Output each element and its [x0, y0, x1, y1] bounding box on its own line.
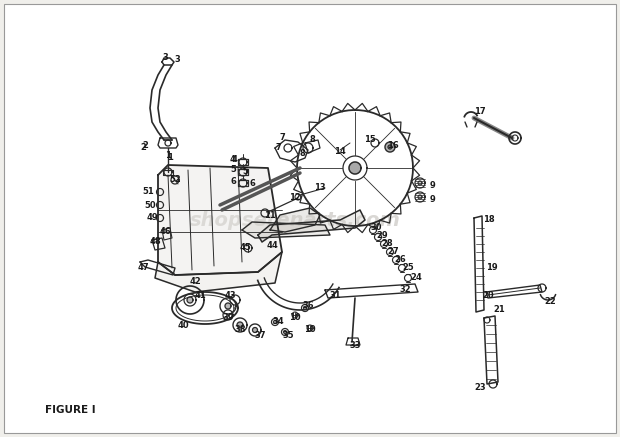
- Text: 47: 47: [137, 264, 149, 273]
- Text: 44: 44: [266, 240, 278, 250]
- Text: 18: 18: [483, 215, 495, 225]
- Text: 7: 7: [279, 133, 285, 142]
- Text: 41: 41: [194, 291, 206, 299]
- Text: 9: 9: [430, 195, 436, 205]
- Text: 52: 52: [169, 176, 181, 184]
- Text: 20: 20: [482, 291, 494, 299]
- Text: shopserenarts.com: shopserenarts.com: [190, 211, 401, 229]
- Text: 22: 22: [544, 298, 556, 306]
- Text: 34: 34: [272, 318, 284, 326]
- Text: 49: 49: [146, 214, 158, 222]
- Text: 31: 31: [329, 291, 341, 299]
- Polygon shape: [155, 252, 282, 292]
- Text: 46: 46: [159, 228, 171, 236]
- Text: 5: 5: [242, 167, 248, 177]
- Text: 27: 27: [387, 247, 399, 257]
- Text: 3: 3: [174, 55, 180, 65]
- Text: 5: 5: [230, 166, 236, 174]
- Text: 9: 9: [429, 180, 435, 190]
- Text: 3: 3: [162, 53, 168, 62]
- Polygon shape: [252, 327, 257, 333]
- Text: 8: 8: [299, 149, 305, 157]
- Polygon shape: [187, 297, 193, 303]
- Polygon shape: [270, 208, 320, 232]
- Text: 13: 13: [314, 184, 326, 193]
- Text: 25: 25: [402, 264, 414, 273]
- Polygon shape: [418, 195, 422, 199]
- Text: 1: 1: [165, 150, 171, 160]
- Text: 39: 39: [222, 313, 234, 323]
- Text: 17: 17: [474, 108, 486, 117]
- Text: 42: 42: [189, 277, 201, 287]
- Polygon shape: [242, 222, 330, 238]
- Text: 11: 11: [264, 211, 276, 219]
- Polygon shape: [385, 142, 395, 152]
- Text: 6: 6: [249, 178, 255, 187]
- Polygon shape: [349, 162, 361, 174]
- Text: 38: 38: [234, 326, 246, 334]
- Text: 35: 35: [282, 330, 294, 340]
- Text: 7: 7: [275, 143, 281, 153]
- Text: 28: 28: [381, 239, 393, 247]
- Text: 10: 10: [304, 326, 316, 334]
- Text: 2: 2: [142, 141, 148, 149]
- Text: FIGURE I: FIGURE I: [45, 405, 95, 415]
- Text: 2: 2: [140, 143, 146, 153]
- Text: 4: 4: [232, 156, 238, 164]
- Text: 33: 33: [349, 340, 361, 350]
- Polygon shape: [283, 330, 286, 333]
- Text: 21: 21: [493, 305, 505, 315]
- Text: 15: 15: [364, 135, 376, 145]
- Polygon shape: [258, 210, 365, 242]
- Polygon shape: [225, 303, 231, 309]
- Text: 16: 16: [387, 141, 399, 149]
- Text: 8: 8: [309, 135, 315, 145]
- Polygon shape: [418, 181, 422, 185]
- Text: 6: 6: [230, 177, 236, 185]
- Text: 36: 36: [302, 301, 314, 309]
- Text: 45: 45: [239, 243, 251, 253]
- Text: 51: 51: [142, 187, 154, 197]
- Polygon shape: [237, 322, 243, 328]
- Text: 19: 19: [486, 264, 498, 273]
- Polygon shape: [388, 145, 392, 149]
- Text: 10: 10: [289, 313, 301, 323]
- Text: 43: 43: [224, 291, 236, 301]
- Text: 14: 14: [334, 148, 346, 156]
- Polygon shape: [304, 306, 306, 309]
- Text: 50: 50: [144, 201, 156, 209]
- Text: 48: 48: [149, 237, 161, 246]
- Polygon shape: [158, 165, 282, 275]
- Text: 32: 32: [399, 285, 411, 295]
- Text: 40: 40: [177, 320, 189, 329]
- Text: 29: 29: [376, 230, 388, 239]
- Text: 1: 1: [167, 153, 173, 163]
- Text: 4: 4: [230, 156, 236, 164]
- Text: 12: 12: [289, 194, 301, 202]
- Text: 24: 24: [410, 274, 422, 282]
- Text: 23: 23: [474, 384, 486, 392]
- Text: 30: 30: [370, 223, 382, 232]
- Text: 26: 26: [394, 256, 406, 264]
- Text: 37: 37: [254, 330, 266, 340]
- Polygon shape: [273, 320, 277, 323]
